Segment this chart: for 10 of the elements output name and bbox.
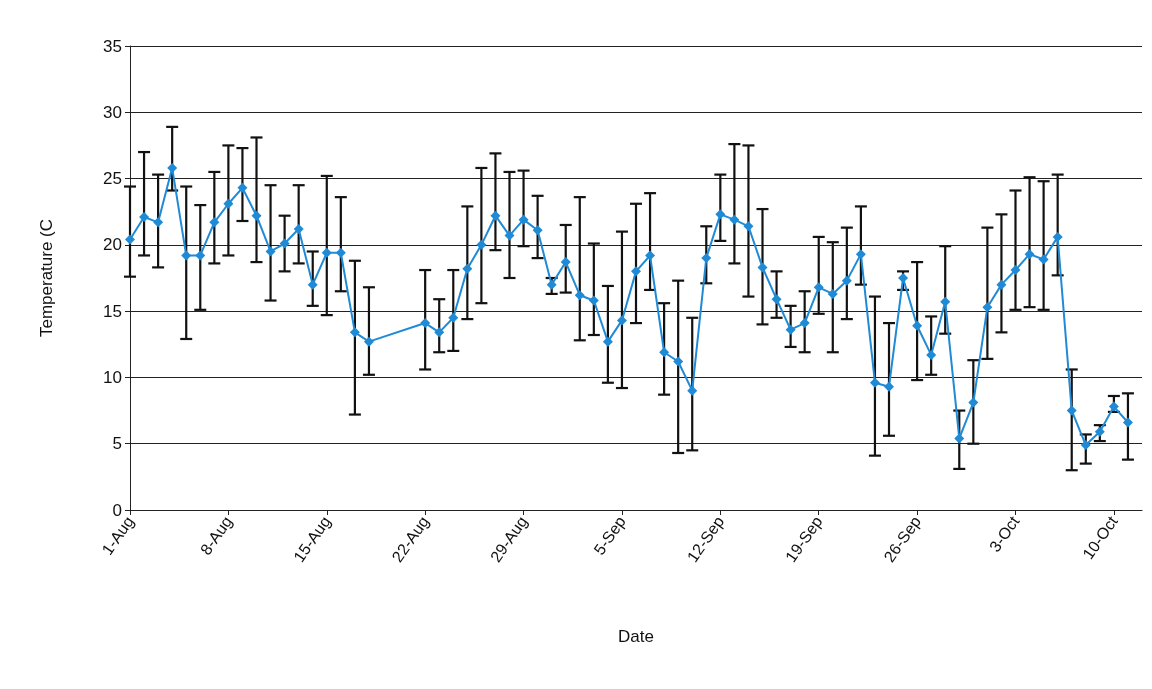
y-tick-label: 10 [103, 367, 122, 387]
x-axis-title: Date [618, 627, 654, 646]
y-tick-label: 5 [112, 434, 122, 454]
y-tick-label: 0 [112, 500, 122, 520]
y-axis-title: Temperature (C [37, 218, 56, 338]
y-tick-label: 20 [103, 235, 122, 255]
y-tick-label: 30 [103, 102, 122, 122]
y-tick-label: 15 [103, 301, 122, 321]
y-tick-label: 25 [103, 169, 122, 189]
y-tick-label: 35 [103, 36, 122, 56]
